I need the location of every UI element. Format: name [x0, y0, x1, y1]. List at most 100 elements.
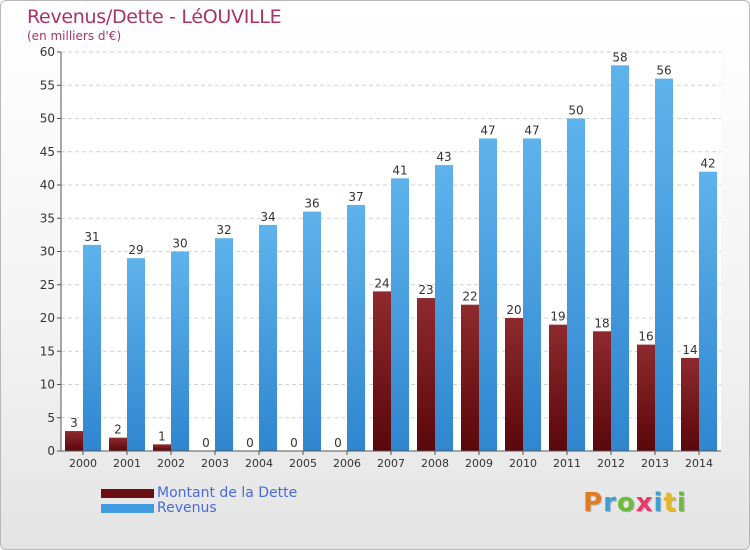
data-label-revenus: 30 [172, 237, 187, 251]
chart-title: Revenus/Dette - LéOUVILLE [27, 6, 282, 28]
y-tick-label: 45 [40, 145, 55, 159]
logo-letter: i [653, 488, 664, 518]
data-label-dette: 18 [594, 316, 609, 330]
chart-subtitle: (en milliers d'€) [27, 29, 122, 43]
data-label-dette: 19 [550, 310, 565, 324]
data-label-revenus: 31 [84, 230, 99, 244]
data-label-revenus: 43 [436, 150, 451, 164]
bar-revenus [699, 171, 717, 451]
y-tick-label: 30 [40, 245, 55, 259]
bar-revenus [259, 224, 277, 451]
logo-letter: P [583, 488, 604, 518]
legend-swatch-revenus [101, 504, 154, 513]
data-label-revenus: 41 [392, 163, 407, 177]
legend-swatch-dette [101, 489, 154, 498]
x-tick-label: 2012 [597, 457, 625, 470]
data-label-revenus: 32 [216, 223, 231, 237]
y-tick-label: 5 [47, 411, 55, 425]
data-label-revenus: 47 [480, 123, 495, 137]
data-label-revenus: 47 [524, 123, 539, 137]
bar-dette [109, 437, 127, 451]
bar-revenus [171, 251, 189, 451]
logo-letter: t [663, 488, 677, 518]
bar-revenus [215, 238, 233, 451]
x-tick-label: 2004 [245, 457, 273, 470]
bar-revenus [435, 165, 453, 452]
bar-revenus [479, 138, 497, 451]
bar-dette [373, 291, 391, 451]
data-label-revenus: 34 [260, 210, 275, 224]
data-label-revenus: 42 [700, 157, 715, 171]
data-label-dette: 0 [246, 436, 254, 450]
data-label-revenus: 50 [568, 104, 583, 118]
y-tick-label: 55 [40, 78, 55, 92]
bar-dette [65, 431, 83, 451]
data-label-revenus: 37 [348, 190, 363, 204]
x-tick-label: 2002 [157, 457, 185, 470]
x-tick-label: 2014 [685, 457, 713, 470]
bar-dette [549, 324, 567, 451]
bar-dette [637, 344, 655, 451]
y-tick-label: 50 [40, 112, 55, 126]
bar-revenus [127, 258, 145, 451]
bar-revenus [655, 78, 673, 451]
x-tick-label: 2008 [421, 457, 449, 470]
bar-dette [417, 298, 435, 451]
logo-letter: r [603, 488, 617, 518]
x-tick-label: 2009 [465, 457, 493, 470]
y-tick-label: 25 [40, 278, 55, 292]
x-tick-label: 2007 [377, 457, 405, 470]
data-label-dette: 2 [114, 423, 122, 437]
bar-revenus [347, 204, 365, 451]
data-label-dette: 0 [290, 436, 298, 450]
x-tick-label: 2013 [641, 457, 669, 470]
y-tick-label: 60 [40, 45, 55, 59]
bar-revenus [523, 138, 541, 451]
bar-revenus [611, 65, 629, 452]
data-label-dette: 1 [158, 429, 166, 443]
bar-revenus [83, 244, 101, 451]
logo-letter: i [676, 488, 687, 518]
x-tick-label: 2003 [201, 457, 229, 470]
x-tick-label: 2000 [69, 457, 97, 470]
y-tick-label: 35 [40, 211, 55, 225]
data-label-revenus: 58 [612, 50, 627, 64]
y-tick-label: 20 [40, 311, 55, 325]
data-label-revenus: 56 [656, 64, 671, 78]
x-tick-label: 2011 [553, 457, 581, 470]
x-tick-label: 2005 [289, 457, 317, 470]
proxiti-logo: Proxiti [583, 488, 687, 518]
bar-revenus [391, 178, 409, 451]
bar-dette [461, 304, 479, 451]
data-label-dette: 16 [638, 330, 653, 344]
x-tick-label: 2001 [113, 457, 141, 470]
y-tick-label: 40 [40, 178, 55, 192]
bar-dette [505, 318, 523, 451]
data-label-dette: 24 [374, 276, 389, 290]
data-label-revenus: 36 [304, 197, 319, 211]
logo-letter: x [635, 488, 654, 518]
logo-letter: o [616, 488, 636, 518]
data-label-dette: 3 [70, 416, 78, 430]
data-label-dette: 22 [462, 290, 477, 304]
y-tick-label: 15 [40, 344, 55, 358]
data-label-dette: 0 [202, 436, 210, 450]
data-label-dette: 14 [682, 343, 697, 357]
bar-dette [153, 444, 171, 451]
bar-dette [681, 357, 699, 451]
data-label-dette: 0 [334, 436, 342, 450]
legend-label-dette: Montant de la Dette [157, 485, 298, 501]
y-tick-label: 10 [40, 378, 55, 392]
x-tick-label: 2006 [333, 457, 361, 470]
legend-label-revenus: Revenus [157, 500, 217, 516]
y-tick-label: 0 [47, 444, 55, 458]
data-label-revenus: 29 [128, 243, 143, 257]
data-label-dette: 23 [418, 283, 433, 297]
bar-dette [593, 331, 611, 451]
data-label-dette: 20 [506, 303, 521, 317]
bar-revenus [303, 211, 321, 451]
bar-revenus [567, 118, 585, 451]
x-tick-label: 2010 [509, 457, 537, 470]
